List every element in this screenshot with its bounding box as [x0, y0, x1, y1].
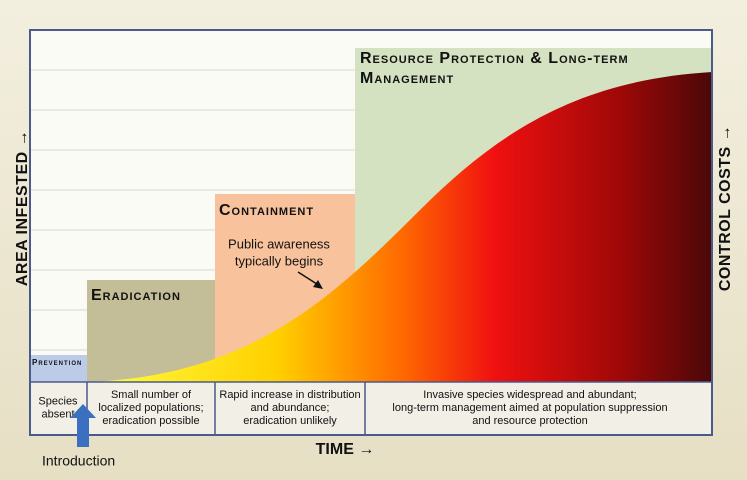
stage-description: and resource protection [472, 415, 588, 427]
annotation-arrow [297, 271, 323, 289]
y-axis-label: Area Infested → [14, 130, 31, 286]
stage-label: Containment [219, 202, 314, 219]
stage-description: eradication possible [102, 415, 199, 427]
stage-description: long-term management aimed at population… [392, 402, 667, 414]
stage-description: eradication unlikely [243, 415, 337, 427]
stage-description: and abundance; [251, 402, 330, 414]
annotation: typically begins [235, 253, 324, 268]
introduction-label: Introduction [42, 453, 115, 469]
stage-label: Management [360, 70, 454, 87]
stage-label: Eradication [91, 287, 181, 304]
frame [29, 29, 713, 436]
stage-block [87, 280, 215, 382]
invasion-curve [90, 72, 712, 382]
annotation: Public awareness [228, 236, 330, 251]
stage-description: Invasive species widespread and abundant… [423, 389, 636, 401]
stage-description: absent [41, 408, 74, 420]
stage-description: localized populations; [98, 402, 203, 414]
stage-block [30, 355, 87, 382]
stage-description: Species [38, 395, 78, 407]
stage-description: Rapid increase in distribution [219, 389, 360, 401]
x-axis-label: TIME → [316, 441, 375, 458]
stage-label: Resource Protection & Long-term [360, 50, 629, 67]
stage-label: Prevention [32, 358, 82, 367]
y2-axis-label: Control Costs → [717, 125, 734, 291]
description-strip [30, 382, 712, 435]
stage-description: Small number of [111, 389, 192, 401]
arrow-head [313, 280, 323, 289]
introduction-arrow [70, 404, 96, 447]
